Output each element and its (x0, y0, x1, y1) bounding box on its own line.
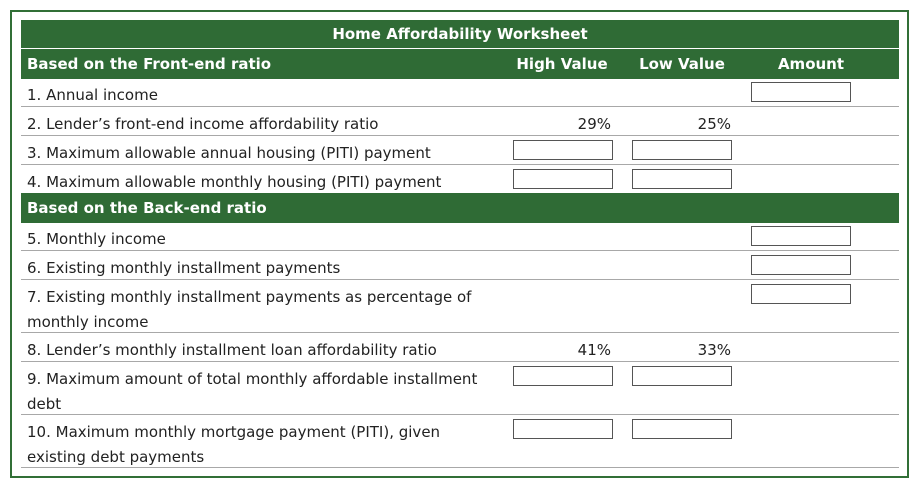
row-label: 10. Maximum monthly mortgage payment (PI… (27, 423, 441, 466)
installment-ratio-low: 33% (697, 341, 731, 359)
worksheet-title: Home Affordability Worksheet (21, 20, 899, 48)
col-low-value: Low Value (639, 55, 725, 73)
row-label: 9. Maximum amount of total monthly affor… (27, 370, 478, 413)
front-end-heading: Based on the Front-end ratio (27, 55, 272, 73)
front-end-header: Based on the Front-end ratio High Value … (21, 49, 899, 79)
max-installment-debt-high-input[interactable] (513, 366, 613, 386)
worksheet-frame: Home Affordability Worksheet Based on th… (10, 10, 909, 478)
row-label: 6. Existing monthly installment payments (27, 259, 341, 277)
row-label: 1. Annual income (27, 86, 158, 104)
row-installment-loan-ratio: 8. Lender’s monthly installment loan aff… (21, 333, 899, 362)
max-installment-debt-low-input[interactable] (632, 366, 732, 386)
front-end-ratio-high: 29% (577, 115, 611, 133)
row-label: 8. Lender’s monthly installment loan aff… (27, 341, 437, 359)
installments-percentage-amount-input[interactable] (751, 284, 851, 304)
row-max-annual-piti: 3. Maximum allowable annual housing (PIT… (21, 136, 899, 165)
max-mortgage-payment-low-input[interactable] (632, 419, 732, 439)
row-annual-income: 1. Annual income (21, 78, 899, 107)
max-mortgage-payment-high-input[interactable] (513, 419, 613, 439)
annual-income-amount-input[interactable] (751, 82, 851, 102)
row-front-end-ratio: 2. Lender’s front-end income affordabili… (21, 107, 899, 136)
row-label: 5. Monthly income (27, 230, 166, 248)
col-high-value: High Value (516, 55, 608, 73)
row-label: 7. Existing monthly installment payments… (27, 288, 472, 331)
row-max-monthly-piti: 4. Maximum allowable monthly housing (PI… (21, 165, 899, 194)
col-amount: Amount (777, 55, 845, 73)
max-monthly-piti-high-input[interactable] (513, 169, 613, 189)
monthly-income-amount-input[interactable] (751, 226, 851, 246)
row-label: 4. Maximum allowable monthly housing (PI… (27, 173, 442, 191)
row-monthly-income: 5. Monthly income (21, 222, 899, 251)
front-end-ratio-low: 25% (697, 115, 731, 133)
row-label: 2. Lender’s front-end income affordabili… (27, 115, 379, 133)
max-annual-piti-low-input[interactable] (632, 140, 732, 160)
row-label: 3. Maximum allowable annual housing (PIT… (27, 144, 431, 162)
installment-ratio-high: 41% (577, 341, 611, 359)
row-max-installment-debt: 9. Maximum amount of total monthly affor… (21, 362, 899, 415)
existing-installments-amount-input[interactable] (751, 255, 851, 275)
max-monthly-piti-low-input[interactable] (632, 169, 732, 189)
row-installments-percentage: 7. Existing monthly installment payments… (21, 280, 899, 333)
max-annual-piti-high-input[interactable] (513, 140, 613, 160)
row-max-mortgage-payment: 10. Maximum monthly mortgage payment (PI… (21, 415, 899, 468)
back-end-heading: Based on the Back-end ratio (27, 199, 267, 217)
back-end-header: Based on the Back-end ratio (21, 193, 899, 223)
row-existing-installments: 6. Existing monthly installment payments (21, 251, 899, 280)
